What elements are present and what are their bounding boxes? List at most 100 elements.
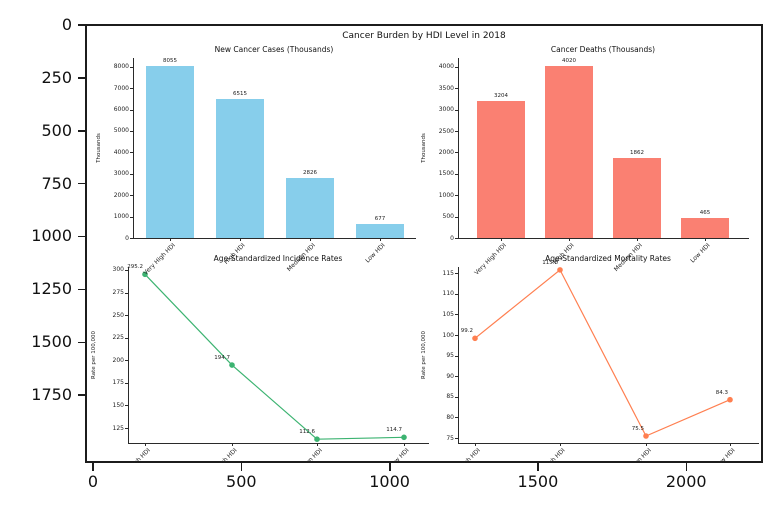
y-tick-mark [130, 109, 133, 111]
bar-value-label: 6515 [233, 90, 247, 97]
y-tick-mark [130, 238, 133, 239]
x-category-label-text: Medium HDI [621, 447, 653, 463]
y-tick-label: 500 [442, 213, 454, 221]
y-tick-label: 175 [112, 379, 124, 387]
y-tick-label: 5000 [113, 127, 129, 135]
outer-bottom-spine [86, 461, 763, 463]
y-tick-mark [455, 88, 458, 90]
y-tick-label: 125 [112, 424, 124, 432]
outer-y-tick-mark [78, 341, 86, 344]
y-tick-mark [130, 130, 133, 132]
subplot-x-spine [128, 443, 429, 444]
y-tick-mark [125, 405, 128, 407]
subplot-y-spine [458, 267, 459, 443]
outer-y-tick-mark [78, 130, 86, 132]
outer-y-tick-mark [78, 77, 86, 79]
y-tick-mark [130, 216, 133, 218]
y-tick-label: 200 [112, 356, 124, 364]
subplot-y-spine [128, 267, 129, 443]
outer-x-tick-mark [389, 463, 391, 471]
x-tick-mark [730, 443, 731, 446]
y-tick-label: 150 [112, 401, 124, 409]
outer-x-tick-mark [240, 463, 243, 471]
line-series [144, 273, 405, 440]
y-tick-label: 2000 [438, 148, 454, 156]
y-tick-label: 95 [446, 352, 454, 360]
x-tick-mark [380, 238, 381, 241]
y-tick-label: 3500 [438, 84, 454, 92]
y-tick-mark [455, 173, 458, 175]
y-tick-mark [125, 315, 128, 317]
outer-top-spine [86, 24, 763, 26]
y-tick-mark [125, 292, 128, 294]
y-tick-label: 0 [125, 234, 129, 242]
bar-value-label: 677 [374, 215, 386, 222]
bar [477, 100, 525, 238]
y-tick-label: 4000 [113, 148, 129, 156]
y-tick-mark [455, 131, 458, 132]
outer-y-tick-label: 250 [41, 67, 72, 87]
outer-y-tick-label: 1250 [31, 279, 72, 299]
x-tick-mark [705, 238, 706, 241]
bar [286, 177, 334, 238]
x-tick-mark [145, 443, 146, 446]
x-tick-mark [232, 443, 233, 446]
x-tick-mark [310, 238, 311, 241]
outer-right-spine [761, 25, 763, 463]
y-tick-label: 105 [442, 310, 454, 318]
y-tick-label: 75 [446, 434, 454, 442]
y-tick-mark [455, 216, 458, 218]
y-tick-mark [455, 355, 458, 357]
point-value-label: 295.2 [127, 264, 143, 271]
bar [545, 65, 593, 238]
y-tick-label: 7000 [113, 84, 129, 92]
point-value-label: 112.6 [299, 429, 315, 436]
y-tick-label: 1000 [438, 191, 454, 199]
y-tick-label: 3000 [113, 170, 129, 178]
x-category-label-text: Medium HDI [292, 447, 324, 463]
y-tick-mark [130, 66, 133, 68]
line-series [474, 268, 731, 437]
y-tick-label: 225 [112, 334, 124, 342]
data-point-marker [401, 434, 407, 441]
x-tick-mark [170, 238, 171, 241]
x-category-label-text: Very High HDI [117, 447, 152, 463]
y-tick-mark [130, 88, 133, 90]
outer-x-tick-label: 2000 [665, 472, 707, 491]
outer-x-tick-label: 500 [226, 472, 257, 491]
x-category-label-text: High HDI [543, 447, 567, 463]
subplot-x-spine [458, 238, 749, 239]
y-tick-label: 4000 [438, 63, 454, 71]
point-value-label: 84.3 [715, 389, 728, 396]
y-tick-label: 3000 [438, 106, 454, 114]
x-tick-mark [404, 443, 405, 446]
subplot-y-spine [133, 58, 134, 238]
y-tick-mark [455, 396, 458, 398]
bar [681, 218, 729, 238]
outer-y-tick-label: 500 [41, 120, 72, 140]
y-tick-label: 2500 [438, 127, 454, 135]
y-tick-label: 275 [112, 289, 124, 297]
point-value-label: 114.7 [386, 427, 402, 434]
x-tick-mark [646, 443, 647, 446]
y-tick-mark [455, 195, 458, 197]
y-tick-mark [125, 382, 128, 384]
outer-y-tick-mark [78, 394, 86, 396]
bar-value-label: 3204 [494, 92, 508, 99]
outer-y-tick-mark [78, 235, 86, 238]
y-tick-mark [125, 360, 128, 362]
outer-x-tick-mark [685, 463, 688, 471]
data-point-marker [229, 362, 235, 368]
y-tick-label: 1500 [438, 170, 454, 178]
x-category-label-text: Low HDI [714, 447, 737, 463]
y-tick-label: 115 [442, 269, 454, 277]
bar-value-label: 4020 [562, 57, 576, 64]
x-tick-mark [560, 443, 561, 446]
x-tick-mark [317, 443, 318, 446]
outer-y-tick-label: 1000 [31, 226, 72, 246]
outer-y-tick-label: 1500 [31, 332, 72, 352]
data-point-marker [557, 267, 563, 273]
y-tick-mark [125, 269, 128, 271]
outer-y-tick-label: 0 [61, 15, 72, 34]
